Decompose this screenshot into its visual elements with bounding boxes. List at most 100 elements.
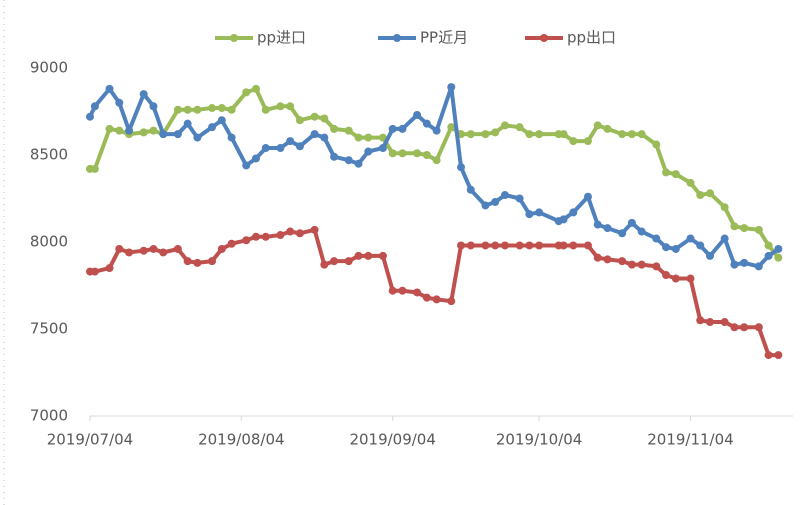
series-marker <box>344 257 353 266</box>
legend-marker <box>230 34 238 42</box>
series-marker <box>603 255 612 264</box>
series-marker <box>344 156 353 165</box>
series-marker <box>90 267 99 276</box>
series-marker <box>398 286 407 295</box>
series-marker <box>251 232 260 241</box>
series-marker <box>125 248 134 257</box>
series-marker <box>159 130 168 139</box>
series-marker <box>105 84 114 93</box>
series-marker <box>276 102 285 111</box>
series-marker <box>774 253 783 262</box>
series-marker <box>330 124 339 133</box>
series-marker <box>422 119 431 128</box>
series-marker <box>208 123 217 132</box>
series-marker <box>481 201 490 210</box>
series-marker <box>344 126 353 135</box>
series-marker <box>764 241 773 250</box>
series-marker <box>447 297 456 306</box>
series-marker <box>481 241 490 250</box>
series-marker <box>515 123 524 132</box>
series-marker <box>422 151 431 159</box>
series-marker <box>627 130 636 139</box>
series-marker <box>686 234 695 243</box>
series-marker <box>193 133 202 142</box>
series-marker <box>115 98 124 107</box>
series-marker <box>720 203 729 212</box>
series-marker <box>696 316 705 325</box>
series-marker <box>500 191 509 200</box>
series-marker <box>662 168 671 177</box>
series-marker <box>398 149 407 158</box>
series-marker <box>217 104 226 113</box>
series-marker <box>208 257 217 266</box>
series-marker <box>115 126 124 135</box>
series-marker <box>378 144 387 153</box>
series-marker <box>276 231 285 240</box>
series-marker <box>310 130 319 139</box>
y-tick-label: 7500 <box>30 320 68 338</box>
series-marker <box>354 133 363 142</box>
series-marker <box>740 224 749 233</box>
series-marker <box>491 197 500 206</box>
series-marker <box>354 159 363 168</box>
series-marker <box>730 323 739 332</box>
x-tick-label: 2019/07/04 <box>47 431 133 449</box>
series-marker <box>583 137 592 146</box>
series-marker <box>320 260 329 269</box>
series-marker <box>125 126 134 135</box>
series-marker <box>286 102 295 111</box>
series-marker <box>354 251 363 260</box>
series-marker <box>310 225 319 234</box>
series-marker <box>593 253 602 262</box>
series-marker <box>754 323 763 332</box>
series-marker <box>754 225 763 234</box>
series-marker <box>652 234 661 243</box>
series-marker <box>286 227 295 236</box>
series-marker <box>149 102 158 111</box>
series-marker <box>261 232 270 241</box>
series-marker <box>276 144 285 153</box>
series-marker <box>261 144 270 153</box>
y-tick-label: 7000 <box>30 407 68 425</box>
y-tick-label: 8000 <box>30 233 68 251</box>
series-marker <box>422 293 431 302</box>
series-marker <box>208 104 217 113</box>
series-marker <box>774 244 783 253</box>
series-marker <box>242 161 251 170</box>
series-marker <box>764 251 773 260</box>
series-marker <box>535 130 544 139</box>
legend-label: pp出口 <box>567 29 616 47</box>
series-marker <box>251 154 260 163</box>
series-marker <box>227 133 236 142</box>
series-marker <box>593 220 602 229</box>
series-marker <box>90 164 99 173</box>
series-marker <box>686 274 695 283</box>
series-marker <box>730 260 739 269</box>
series-marker <box>413 110 422 119</box>
series-marker <box>662 243 671 252</box>
series-marker <box>569 208 578 217</box>
series-marker <box>481 130 490 139</box>
series-marker <box>173 105 182 114</box>
series-marker <box>706 318 715 327</box>
y-tick-label: 8500 <box>30 146 68 164</box>
series-marker <box>740 258 749 267</box>
series-marker <box>86 112 94 121</box>
series-marker <box>413 149 422 158</box>
series-marker <box>569 241 578 250</box>
series-marker <box>764 351 773 360</box>
series-marker <box>569 137 578 146</box>
x-tick-label: 2019/08/04 <box>198 431 284 449</box>
series-marker <box>686 178 695 187</box>
series-marker <box>671 274 680 283</box>
series-marker <box>740 323 749 332</box>
series-marker <box>183 257 192 266</box>
series-marker <box>90 102 99 111</box>
series-marker <box>583 241 592 250</box>
series-marker <box>618 229 627 238</box>
series-marker <box>364 147 373 156</box>
series-marker <box>398 124 407 133</box>
series-marker <box>242 88 251 97</box>
legend-label: PP近月 <box>420 29 468 47</box>
